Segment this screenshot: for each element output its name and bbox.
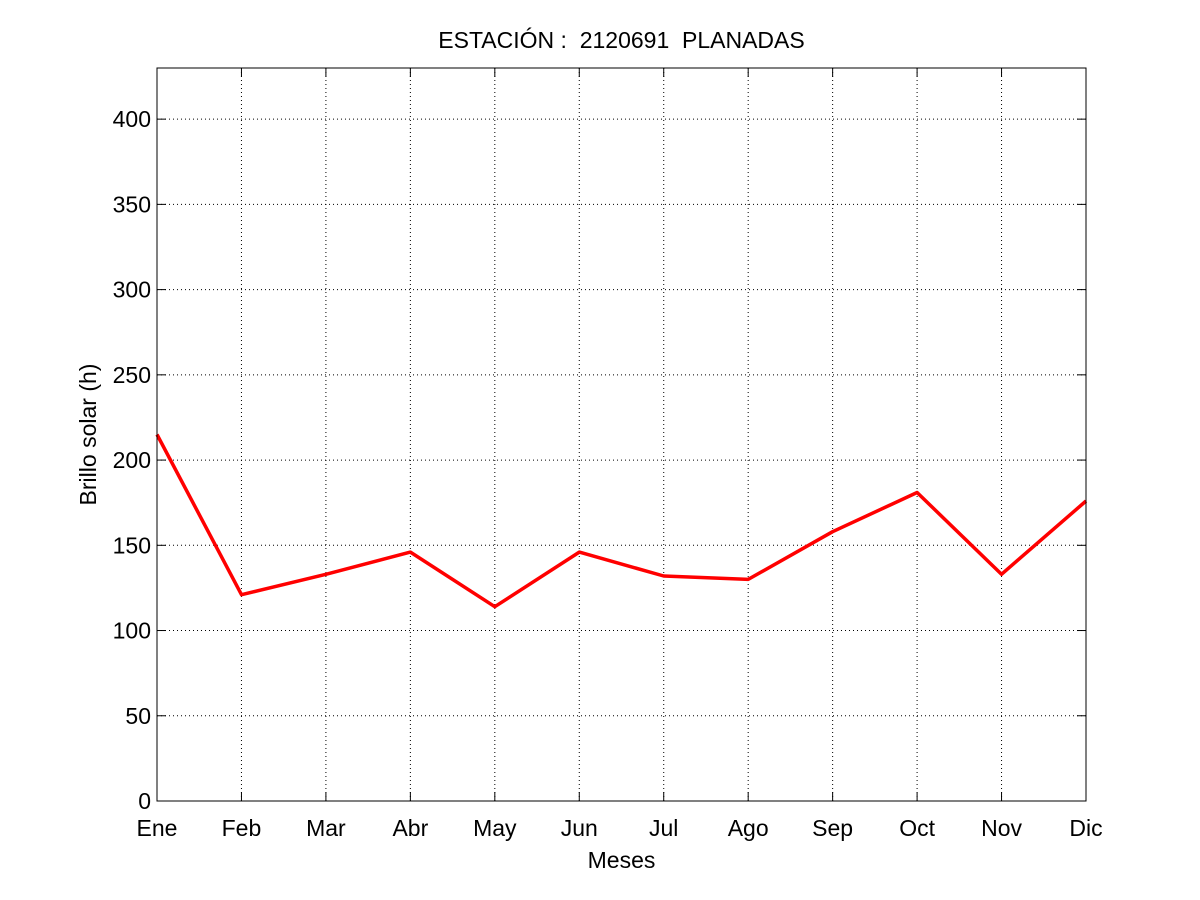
- y-tick-label: 50: [125, 703, 151, 729]
- x-tick-label: Mar: [306, 815, 346, 841]
- x-tick-label: Nov: [981, 815, 1022, 841]
- x-tick-label: Dic: [1069, 815, 1102, 841]
- y-tick-label: 100: [113, 618, 151, 644]
- series-line: [155, 433, 1088, 609]
- x-tick-label: Ago: [728, 815, 769, 841]
- x-tick-label: Ene: [137, 815, 178, 841]
- y-tick-label: 350: [113, 191, 151, 217]
- y-tick-label: 0: [138, 788, 151, 814]
- x-tick-labels: Ene Feb Mar Abr May Jun Jul Ago Sep Oct Nov Dic: [137, 815, 1103, 841]
- x-tick-label: Feb: [222, 815, 262, 841]
- x-tick-label: Jun: [561, 815, 598, 841]
- grid-lines: [157, 68, 1086, 801]
- y-tick-label: 400: [113, 106, 151, 132]
- plot-area-frame: [156, 67, 1087, 802]
- y-axis-label: Brillo solar (h): [75, 364, 101, 506]
- x-tick-label: Oct: [899, 815, 935, 841]
- y-tick-label: 300: [113, 277, 151, 303]
- y-tick-labels: 0 50 100 150 200 250 300 350 400: [113, 106, 151, 814]
- tick-marks: [156, 68, 1087, 802]
- series-lines: [155, 433, 1088, 609]
- y-tick-label: 250: [113, 362, 151, 388]
- chart-title: ESTACIÓN : 2120691 PLANADAS: [438, 27, 804, 53]
- x-tick-label: Sep: [812, 815, 853, 841]
- y-tick-label: 200: [113, 447, 151, 473]
- y-tick-label: 150: [113, 532, 151, 558]
- x-tick-label: Abr: [392, 815, 428, 841]
- x-tick-label: May: [473, 815, 517, 841]
- x-tick-label: Jul: [649, 815, 678, 841]
- x-axis-label: Meses: [588, 847, 656, 873]
